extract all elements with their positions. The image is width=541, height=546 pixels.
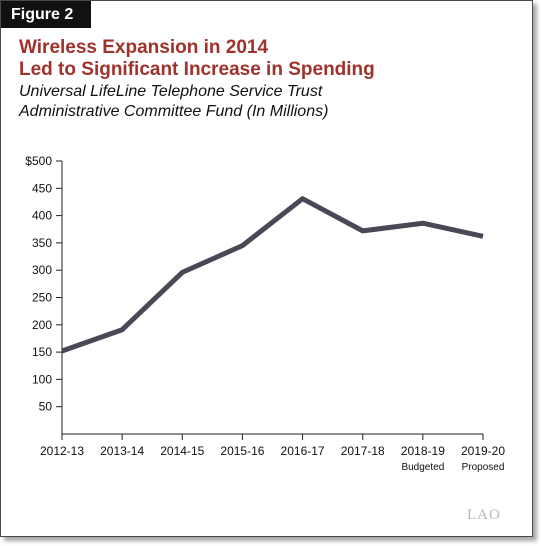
figure-frame: Figure 2 Wireless Expansion in 2014 Led … [0,0,533,537]
chart-subtitle-line-1: Universal LifeLine Telephone Service Tru… [19,83,323,100]
x-tick-label: 2013-14 [100,444,144,458]
y-tick-label: 350 [32,236,52,250]
y-tick-label: $500 [25,154,52,168]
chart-title: Wireless Expansion in 2014 Led to Signif… [19,37,519,81]
x-tick-sublabel: Budgeted [401,462,444,473]
y-tick-label: 250 [32,291,52,305]
lao-logo: LAO [467,507,501,523]
x-tick-label: 2016-17 [281,444,325,458]
chart-title-line-1: Wireless Expansion in 2014 [19,37,269,58]
figure-label: Figure 2 [1,1,91,28]
x-tick-label: 2018-19 [401,444,445,458]
x-tick-label: 2017-18 [341,444,385,458]
series-line [61,196,484,354]
x-tick-label: 2014-15 [160,444,204,458]
y-tick-label: 100 [32,372,52,386]
x-tick-label: 2012-13 [40,444,84,458]
y-tick-label: 400 [32,209,52,223]
chart-title-line-2: Led to Significant Increase in Spending [19,59,375,80]
y-tick-label: 50 [39,400,53,414]
x-tick-sublabel: Proposed [462,462,505,473]
x-tick-label: 2019-20 [461,444,505,458]
chart-subtitle-line-2: Administrative Committee Fund (In Millio… [19,103,329,120]
y-tick-label: 200 [32,318,52,332]
y-tick-label: 300 [32,263,52,277]
chart-subtitle: Universal LifeLine Telephone Service Tru… [19,82,519,122]
y-tick-label: 150 [32,345,52,359]
x-tick-label: 2015-16 [220,444,264,458]
y-tick-label: 450 [32,181,52,195]
